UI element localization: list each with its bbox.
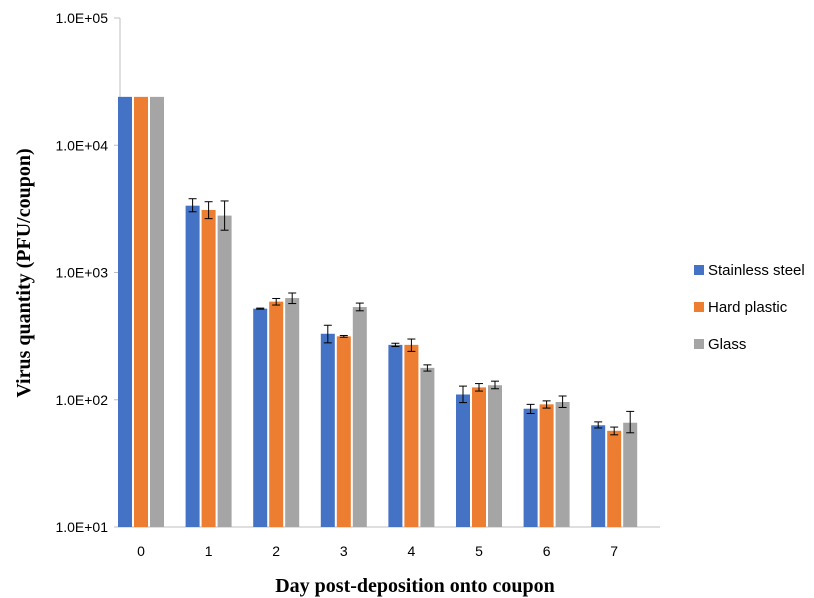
x-tick-labels: 0 1 2 3 4 5 6 7 [137,543,618,559]
bar [285,298,300,527]
x-tick-label: 3 [340,543,348,559]
x-tick-label: 7 [610,543,618,559]
bar [523,408,538,527]
y-tick-label: 1.0E+01 [55,519,108,535]
x-axis-label: Day post-deposition onto coupon [275,575,555,597]
bar [185,205,200,527]
bar [404,344,419,527]
bar [118,96,132,528]
bar [623,422,638,527]
bar [253,308,268,527]
bar [201,209,216,527]
x-tick-label: 0 [137,543,145,559]
error-bars [188,198,635,436]
bar [388,344,403,527]
bar [352,307,367,527]
legend-label: Hard plastic [708,299,788,316]
y-tick-label: 1.0E+05 [55,10,108,26]
x-tick-label: 1 [205,543,213,559]
bar [217,215,232,528]
bar [336,336,351,527]
y-tick-label: 1.0E+04 [55,137,108,153]
bar [150,96,164,528]
bar [456,394,470,527]
bar [320,333,335,527]
bar [488,385,502,527]
legend-swatch [694,339,704,349]
bar [555,402,570,527]
bar [591,425,606,527]
legend-label: Glass [708,336,746,353]
bar [607,430,622,527]
x-tick-label: 5 [475,543,483,559]
y-axis-label: Virus quantity (PFU/coupon) [13,148,35,397]
y-tick-label: 1.0E+02 [55,392,108,408]
legend-label: Stainless steel [708,262,805,279]
x-tick-label: 2 [272,543,280,559]
bar [134,96,148,528]
x-tick-label: 6 [543,543,551,559]
legend: Stainless steel Hard plastic Glass [694,262,805,353]
y-tick-label: 1.0E+03 [55,265,108,281]
bar [269,301,284,527]
legend-swatch [694,302,704,312]
bar [472,387,486,527]
legend-swatch [694,265,704,275]
y-tick-labels: 1.0E+01 1.0E+02 1.0E+03 1.0E+04 1.0E+05 [55,10,108,535]
bar [420,367,435,527]
x-tick-label: 4 [408,543,416,559]
bar [539,404,554,527]
bars [118,96,638,528]
